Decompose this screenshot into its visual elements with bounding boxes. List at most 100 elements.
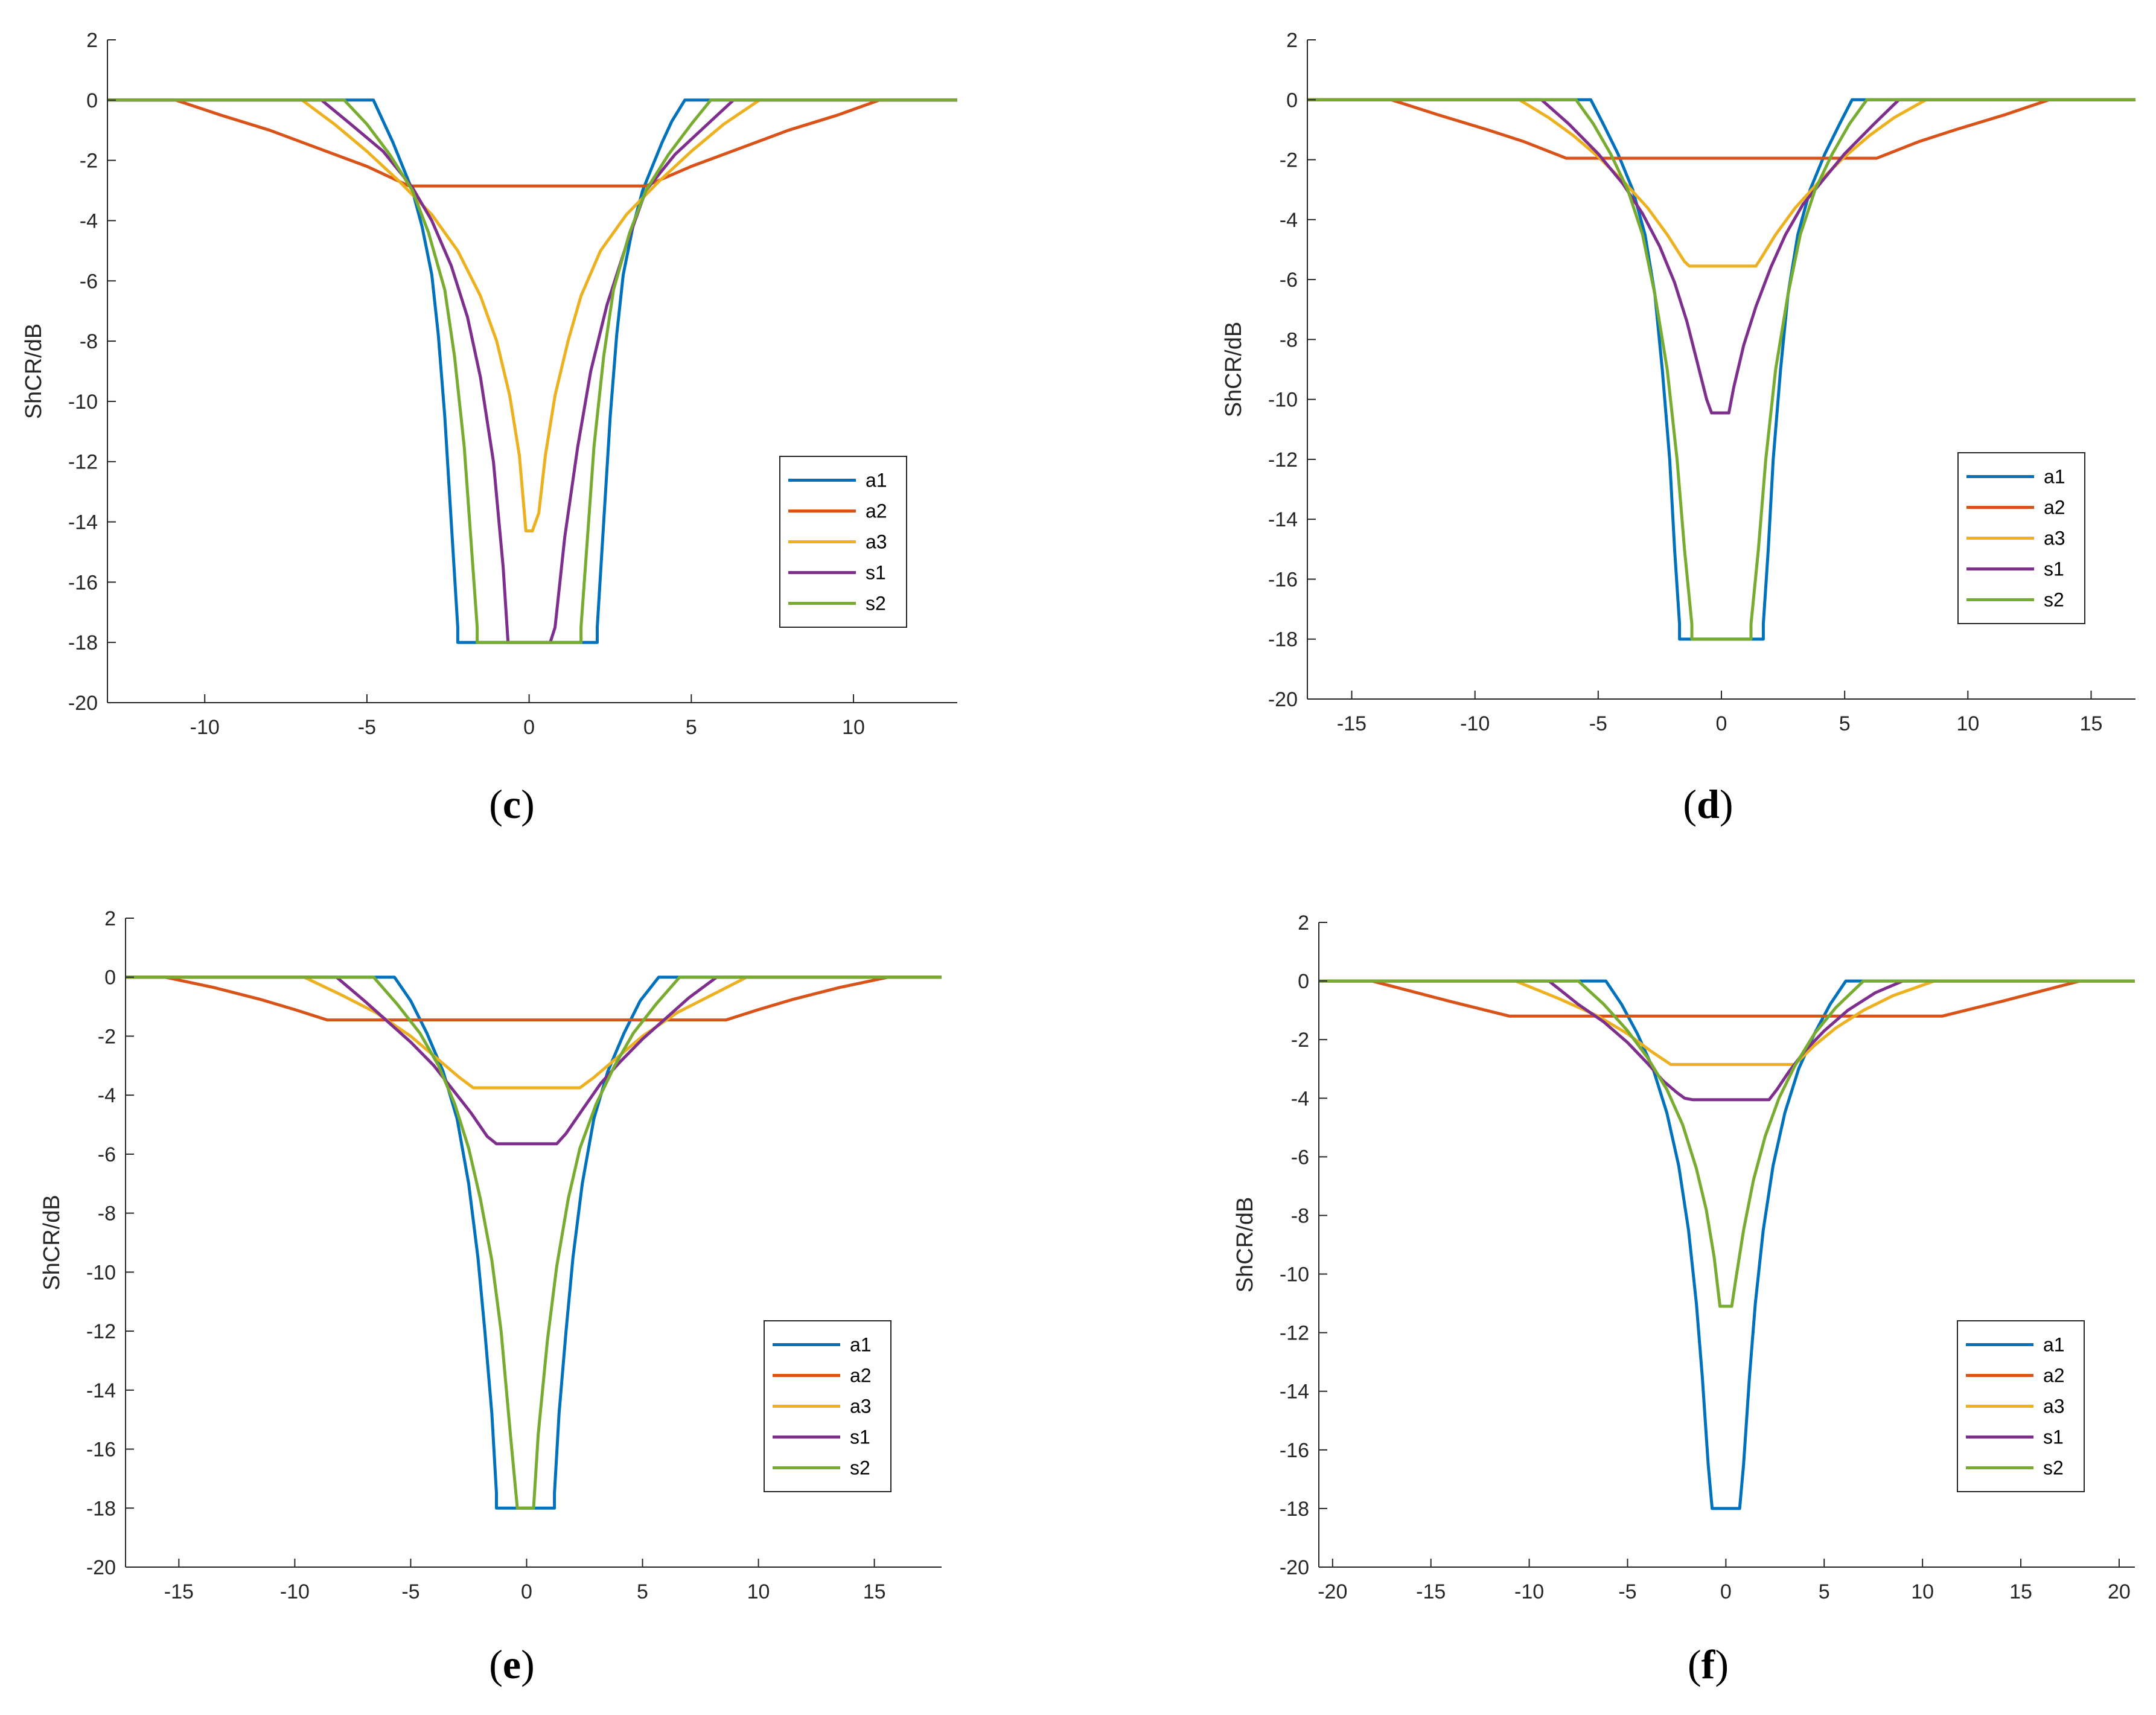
caption-close: ) xyxy=(1720,781,1733,827)
x-tick-label: -5 xyxy=(401,1580,419,1603)
y-tick-label: -2 xyxy=(1280,149,1298,172)
x-tick-label: 15 xyxy=(863,1580,886,1603)
legend-label-a2: a2 xyxy=(2043,1365,2065,1387)
x-tick-label: 0 xyxy=(521,1580,532,1603)
y-tick-label: -10 xyxy=(1280,1263,1309,1286)
series-line-s2 xyxy=(1307,98,2135,641)
x-tick-label: 15 xyxy=(2009,1580,2032,1603)
y-tick-label: -16 xyxy=(86,1439,116,1461)
y-tick-label: -10 xyxy=(68,391,98,414)
caption-open: ( xyxy=(489,781,503,827)
y-axis-label: ShCR/dB xyxy=(1221,322,1246,417)
y-tick-label: 0 xyxy=(104,966,116,989)
panel-f: 20-2-4-6-8-10-12-14-16-18-20-20 -15 -10 -5 0… xyxy=(1233,912,2135,1687)
y-tick-label: -2 xyxy=(80,150,98,173)
panel-caption: (e) xyxy=(489,1641,535,1687)
caption-close: ) xyxy=(521,1641,535,1687)
y-tick-label: -12 xyxy=(1268,449,1298,471)
y-tick-label: -18 xyxy=(1280,1498,1309,1521)
x-tick-label: -10 xyxy=(280,1580,310,1603)
panel-caption: (c) xyxy=(489,781,535,827)
y-tick-label: -18 xyxy=(68,631,98,654)
x-tick-label: -15 xyxy=(1416,1580,1446,1603)
y-tick-label: -6 xyxy=(1280,269,1298,292)
legend: a1 a2 a3 s1 s2 xyxy=(779,456,907,628)
caption-letter: f xyxy=(1702,1641,1716,1687)
series-line-s1 xyxy=(1307,98,2135,415)
y-tick-label: -20 xyxy=(86,1556,116,1579)
series-line-a3 xyxy=(1307,98,2135,268)
y-tick-label: -8 xyxy=(1291,1204,1309,1227)
series-group xyxy=(1319,979,2135,1510)
x-tick-label: -10 xyxy=(1460,712,1490,735)
x-tick-label: -5 xyxy=(1589,712,1607,735)
y-tick-label: -16 xyxy=(68,571,98,594)
legend-label-a3: a3 xyxy=(2044,528,2065,549)
series-line-s2 xyxy=(1319,979,2135,1308)
panel-d: 2 0 -2 -4 -6 -8 -10 -12 -14 -16 -18 -20 -15 -10 -5 0 5 10… xyxy=(1221,29,2135,827)
legend-label-s1: s1 xyxy=(850,1426,870,1448)
legend-label-s2: s2 xyxy=(2044,589,2064,611)
x-tick-label: 10 xyxy=(842,716,865,739)
legend-label-s1: s1 xyxy=(866,562,886,584)
y-tick-label: -14 xyxy=(68,511,98,534)
caption-close: ) xyxy=(521,781,535,827)
panel-e: 2 0 -2 -4 -6 -8 -10 -12 -14 -16 -18 -20 -15 -10 -5 0 5 10… xyxy=(39,907,942,1687)
y-tick-label: 2 xyxy=(1298,912,1309,934)
legend-label-a2: a2 xyxy=(2044,497,2065,519)
legend-label-a3: a3 xyxy=(850,1396,872,1417)
y-tick-label: 2 xyxy=(104,907,116,930)
y-tick-label: 0 xyxy=(86,89,98,112)
series-group xyxy=(1307,98,2135,641)
series-group xyxy=(126,976,942,1510)
legend-label-s2: s2 xyxy=(866,593,886,615)
y-tick-label: -8 xyxy=(80,330,98,353)
x-tick-label: 5 xyxy=(1839,712,1851,735)
caption-open: ( xyxy=(1683,781,1697,827)
y-tick-label: -2 xyxy=(98,1025,116,1048)
legend-label-a2: a2 xyxy=(866,500,887,522)
y-tick-label: -14 xyxy=(1268,508,1298,531)
y-tick-label: -14 xyxy=(1280,1381,1309,1404)
series-line-a2 xyxy=(1307,98,2135,160)
x-tick-label: -5 xyxy=(1618,1580,1636,1603)
y-tick-label: -8 xyxy=(98,1202,116,1225)
series-line-a3 xyxy=(107,98,957,532)
y-tick-label: -12 xyxy=(1280,1322,1309,1345)
x-tick-label: 10 xyxy=(747,1580,770,1603)
caption-letter: e xyxy=(503,1641,521,1687)
legend-label-s2: s2 xyxy=(850,1457,870,1479)
x-tick-label: -20 xyxy=(1318,1580,1347,1603)
y-tick-label: -10 xyxy=(86,1261,116,1284)
series-line-a2 xyxy=(126,976,942,1022)
legend-label-a1: a1 xyxy=(866,470,887,491)
x-tick-label: -10 xyxy=(1514,1580,1544,1603)
y-tick-label: -20 xyxy=(68,692,98,715)
y-tick-label: -6 xyxy=(1291,1146,1309,1169)
x-tick-label: 0 xyxy=(1720,1580,1732,1603)
legend-label-a3: a3 xyxy=(866,531,887,553)
panel-caption: (f) xyxy=(1688,1641,1729,1687)
x-tick-label: 15 xyxy=(2080,712,2103,735)
legend-label-a2: a2 xyxy=(850,1365,872,1387)
caption-open: ( xyxy=(1688,1641,1702,1687)
y-axis-label: ShCR/dB xyxy=(21,324,46,419)
x-tick-label: -15 xyxy=(1337,712,1367,735)
legend: a1 a2 a3 s1 s2 xyxy=(1957,1320,2085,1492)
y-tick-label: -12 xyxy=(86,1320,116,1343)
x-tick-label: 0 xyxy=(1716,712,1727,735)
y-tick-label: -16 xyxy=(1268,568,1298,591)
legend-label-s1: s1 xyxy=(2043,1426,2064,1448)
y-tick-label: -8 xyxy=(1280,328,1298,351)
series-line-a3 xyxy=(1319,979,2135,1066)
caption-open: ( xyxy=(489,1641,503,1687)
caption-close: ) xyxy=(1715,1641,1729,1687)
legend-label-a1: a1 xyxy=(2043,1334,2065,1356)
x-tick-label: 5 xyxy=(686,716,697,739)
y-tick-label: 2 xyxy=(86,29,98,52)
y-tick-label: 0 xyxy=(1286,89,1298,112)
x-tick-label: 0 xyxy=(523,716,535,739)
y-tick-label: -6 xyxy=(80,270,98,293)
y-tick-label: -18 xyxy=(1268,628,1298,651)
